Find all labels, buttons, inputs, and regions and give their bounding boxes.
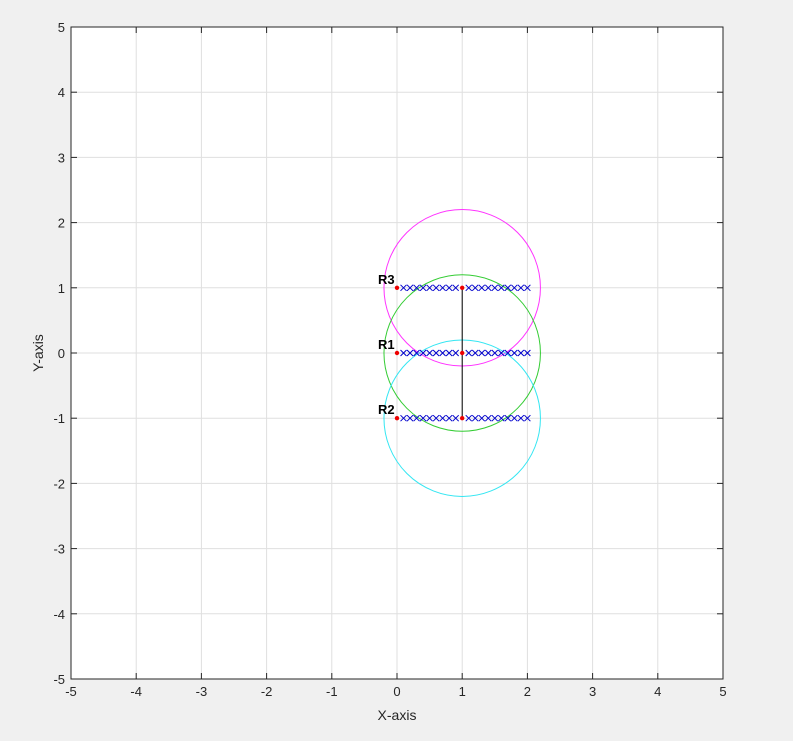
y-tick-label: -4	[53, 607, 65, 622]
red-point	[460, 416, 465, 421]
y-tick-labels: -5 -4 -3 -2 -1 0 1 2 3 4 5	[53, 20, 65, 687]
cross-marker	[465, 349, 473, 357]
cross-marker	[426, 349, 433, 357]
red-point	[460, 285, 465, 290]
cross-marker	[504, 414, 512, 422]
cross-marker	[426, 284, 433, 292]
cross-marker	[511, 349, 518, 357]
cross-marker	[445, 284, 453, 292]
cross-marker	[413, 414, 420, 422]
cross-marker	[471, 349, 479, 357]
cross-marker	[484, 349, 492, 357]
cross-marker	[452, 349, 460, 357]
cross-marker	[511, 414, 518, 422]
cross-marker	[484, 284, 492, 292]
y-axis-label: Y-axis	[30, 334, 46, 372]
y-tick-label: 3	[58, 150, 65, 165]
y-tick-label: 2	[58, 216, 65, 231]
x-tick-label: 3	[589, 684, 596, 699]
cross-marker	[471, 284, 479, 292]
plot-content: R3 R1 R2	[378, 209, 541, 497]
x-tick-label: -5	[65, 684, 77, 699]
cross-marker	[497, 414, 505, 422]
cross-marker	[517, 284, 525, 292]
x-tick-label: 4	[654, 684, 661, 699]
cross-marker	[419, 349, 427, 357]
cross-marker	[426, 414, 433, 422]
cross-marker	[471, 414, 479, 422]
point-label: R3	[378, 272, 395, 287]
cross-marker	[511, 284, 518, 292]
cross-marker	[439, 349, 446, 357]
cross-marker	[439, 284, 446, 292]
point-label: R2	[378, 402, 395, 417]
cross-marker	[406, 284, 414, 292]
cross-marker	[497, 284, 505, 292]
x-axis-label: X-axis	[378, 707, 417, 723]
y-tick-label: -5	[53, 672, 65, 687]
cross-marker	[478, 414, 486, 422]
cross-marker	[452, 284, 460, 292]
cross-marker	[465, 284, 473, 292]
x-tick-label: 1	[459, 684, 466, 699]
x-tick-label: 0	[393, 684, 400, 699]
cross-marker	[524, 349, 531, 357]
y-tick-label: 1	[58, 281, 65, 296]
cross-marker	[478, 349, 486, 357]
cross-marker	[517, 349, 525, 357]
x-tick-label: -2	[261, 684, 273, 699]
y-tick-label: 5	[58, 20, 65, 35]
cross-marker	[432, 284, 440, 292]
y-tick-label: 0	[58, 346, 65, 361]
cross-marker	[445, 414, 453, 422]
cross-marker	[524, 414, 531, 422]
cross-marker	[465, 414, 473, 422]
cross-marker	[484, 414, 492, 422]
x-tick-label: -4	[130, 684, 142, 699]
cross-marker	[400, 284, 407, 292]
cross-marker	[504, 349, 512, 357]
cross-marker	[452, 414, 460, 422]
y-tick-label: -1	[53, 411, 65, 426]
cross-marker	[419, 284, 427, 292]
cross-marker	[497, 349, 505, 357]
red-point	[394, 416, 400, 421]
cross-marker	[439, 414, 446, 422]
cross-marker	[400, 414, 407, 422]
cross-marker	[413, 284, 420, 292]
ticks	[70, 26, 724, 680]
y-tick-label: 4	[58, 85, 65, 100]
cross-marker	[400, 349, 407, 357]
cross-marker	[432, 349, 440, 357]
cross-marker	[491, 414, 499, 422]
cross-marker	[406, 414, 414, 422]
x-tick-label: 2	[524, 684, 531, 699]
cross-marker	[491, 284, 499, 292]
cross-marker	[406, 349, 414, 357]
cross-marker	[491, 349, 499, 357]
cross-marker	[504, 284, 512, 292]
y-tick-label: -2	[53, 476, 65, 491]
cross-marker	[524, 284, 531, 292]
red-point	[394, 350, 400, 356]
x-tick-label: 5	[719, 684, 726, 699]
cross-marker	[413, 349, 420, 357]
x-tick-label: -3	[196, 684, 208, 699]
y-tick-label: -3	[53, 542, 65, 557]
point-label: R1	[378, 337, 395, 352]
x-tick-label: -1	[326, 684, 338, 699]
cross-marker	[517, 414, 525, 422]
circle	[383, 274, 541, 432]
cross-marker	[432, 414, 440, 422]
cross-marker	[419, 414, 427, 422]
cross-marker	[445, 349, 453, 357]
red-point	[460, 350, 465, 356]
red-point	[394, 285, 400, 290]
x-tick-labels: -5 -4 -3 -2 -1 0 1 2 3 4 5	[65, 684, 726, 699]
cross-marker	[478, 284, 486, 292]
